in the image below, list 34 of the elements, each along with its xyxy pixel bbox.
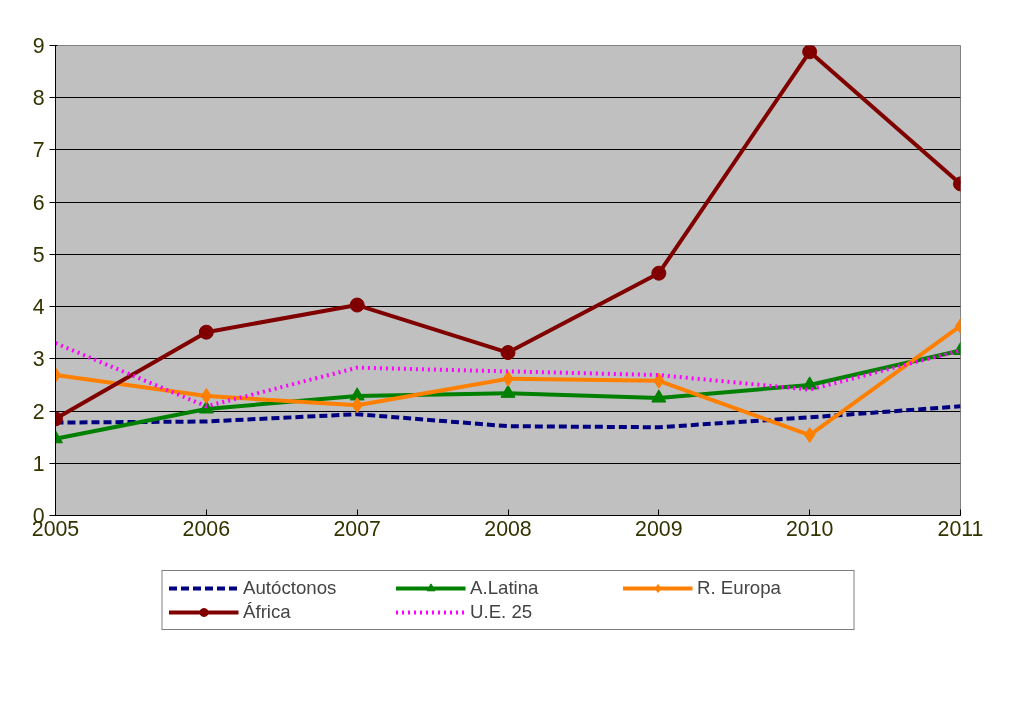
x-tick-label: 2010 — [785, 516, 834, 541]
point — [804, 427, 816, 444]
legend-label: A.Latina — [470, 577, 540, 599]
legend-label: R. Europa — [697, 577, 782, 599]
point — [651, 265, 667, 281]
point — [200, 387, 212, 404]
point — [349, 387, 365, 401]
y-tick-label: 6 — [32, 190, 45, 215]
y-tick-label: 9 — [32, 34, 45, 58]
y-tick-label: 5 — [32, 242, 45, 267]
legend-label: África — [243, 601, 292, 623]
point — [802, 376, 818, 390]
y-tick-label: 4 — [32, 295, 45, 320]
point — [500, 345, 516, 361]
point — [500, 384, 516, 398]
legend-label: Autóctonos — [243, 577, 338, 599]
x-tick-label: 2007 — [333, 516, 381, 541]
point — [198, 324, 214, 340]
y-tick-label: 7 — [32, 138, 45, 163]
y-tick-label: 8 — [32, 86, 45, 111]
y-tick-label: 2 — [32, 399, 45, 424]
legend-label: U.E. 25 — [470, 601, 534, 623]
point — [349, 297, 365, 313]
y-tick-label: 3 — [32, 347, 45, 372]
point — [653, 372, 665, 389]
x-tick-label: 2011 — [937, 516, 984, 541]
point — [502, 370, 514, 387]
x-tick-label: 2008 — [484, 516, 532, 541]
point — [351, 397, 363, 414]
x-tick-label: 2009 — [635, 516, 683, 541]
y-tick-label: 1 — [32, 451, 45, 476]
point — [802, 45, 818, 60]
x-tick-label: 2006 — [182, 516, 231, 541]
point — [651, 389, 667, 403]
